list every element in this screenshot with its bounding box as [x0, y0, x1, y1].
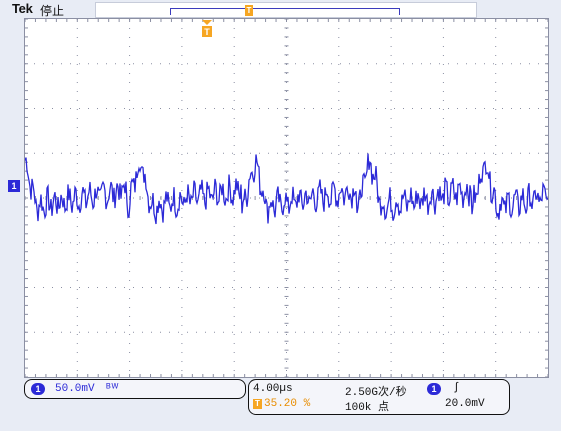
record-overview-bar [95, 2, 477, 18]
trigger-level: 20.0mV [445, 398, 485, 410]
top-status-bar: Tek 停止 T [0, 0, 561, 18]
readout-panel: 1 50.0mV ᴮᵂ 4.00µs T 35.20 % 2.50G次/秒 10… [24, 379, 547, 417]
trigger-position-marker: T [202, 20, 212, 38]
record-trigger-marker: T [245, 5, 253, 16]
graticule [25, 19, 548, 377]
record-view-window [170, 8, 400, 15]
horizontal-scale: 4.00µs [253, 383, 293, 395]
channel-1-ground-marker: 1 [8, 180, 20, 192]
timebase-readout[interactable]: 4.00µs T 35.20 % 2.50G次/秒 100k 点 1 ∫ 20.… [248, 379, 510, 415]
channel-1-badge: 1 [31, 383, 45, 395]
trigger-source-badge: 1 [427, 383, 441, 395]
bandwidth-limit-icon: ᴮᵂ [105, 383, 119, 395]
channel-1-readout[interactable]: 1 50.0mV ᴮᵂ [24, 379, 246, 399]
trigger-offset-marker: T [253, 399, 262, 409]
waveform-display [24, 18, 549, 378]
sample-rate: 2.50G次/秒 [345, 387, 407, 399]
channel-1-scale: 50.0mV [55, 383, 95, 395]
acquisition-state: 停止 [40, 4, 65, 18]
channel-1-waveform [25, 153, 548, 225]
trigger-slope-icon: ∫ [453, 382, 460, 394]
brand-logo: Tek [12, 1, 33, 16]
trigger-position-percent: 35.20 % [264, 398, 311, 410]
trigger-position-icon: T [202, 20, 212, 37]
trigger-position-label: T [204, 27, 210, 37]
record-length: 100k 点 [345, 402, 390, 414]
